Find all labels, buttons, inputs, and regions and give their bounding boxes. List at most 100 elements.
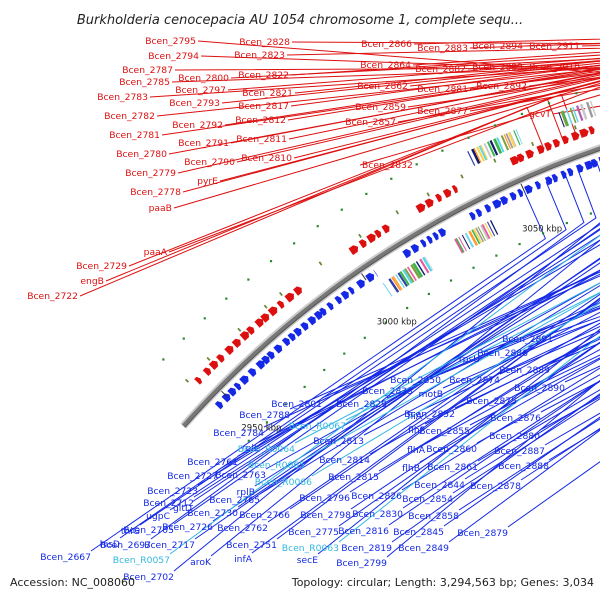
- forward-gene-label[interactable]: pyrE: [197, 176, 218, 187]
- reverse-gene-label[interactable]: motB: [419, 389, 443, 400]
- forward-gene-label[interactable]: Bcen_2797: [175, 85, 226, 96]
- reverse-gene-label[interactable]: Bcen_2858: [408, 511, 459, 522]
- reverse-gene-label[interactable]: Bcen_2784: [213, 428, 264, 439]
- reverse-gene-label[interactable]: Bcen_2723: [147, 486, 198, 497]
- forward-gene-label[interactable]: Bcen_2790: [184, 157, 235, 168]
- forward-gene-label[interactable]: engB: [80, 276, 104, 287]
- forward-gene-label[interactable]: Bcen_2729: [76, 261, 127, 272]
- rna-gene-label[interactable]: Bcen_R0066: [255, 477, 312, 488]
- forward-gene-label[interactable]: Bcen_2794: [148, 51, 199, 62]
- reverse-gene-label[interactable]: Bcen_2765: [209, 495, 260, 506]
- reverse-gene-label[interactable]: Bcen_2705: [123, 525, 174, 536]
- forward-gene-label[interactable]: Bcen_2783: [97, 92, 148, 103]
- reverse-gene-label[interactable]: Bcen_2889: [499, 365, 550, 376]
- reverse-gene-label[interactable]: Bcen_2730: [187, 508, 238, 519]
- reverse-gene-label[interactable]: Bcen_2814: [319, 455, 370, 466]
- reverse-gene-label[interactable]: rplB: [237, 487, 255, 498]
- reverse-gene-label[interactable]: Bcen_2766: [239, 510, 290, 521]
- reverse-gene-label[interactable]: Bcen_2717: [144, 540, 195, 551]
- forward-gene-label[interactable]: Bcen_2910: [529, 62, 580, 73]
- reverse-gene-label[interactable]: flhB: [402, 463, 420, 474]
- reverse-gene-label[interactable]: Bcen_2890: [514, 383, 565, 394]
- forward-gene-label[interactable]: Bcen_2782: [104, 111, 155, 122]
- reverse-gene-label[interactable]: Bcen_2861: [427, 462, 478, 473]
- reverse-gene-label[interactable]: Bcen_2702: [123, 572, 174, 583]
- rna-gene-label[interactable]: Bcen_R0065: [248, 460, 305, 471]
- reverse-gene-label[interactable]: Bcen_2801: [271, 399, 322, 410]
- reverse-gene-label[interactable]: Bcen_2751: [226, 540, 277, 551]
- reverse-gene-label[interactable]: Bcen_2761: [187, 457, 238, 468]
- forward-gene-label[interactable]: Bcen_2894: [472, 41, 523, 52]
- reverse-gene-label[interactable]: Bcen_2727: [167, 471, 218, 482]
- reverse-gene-label[interactable]: infA: [234, 554, 253, 565]
- reverse-gene-label[interactable]: Bcen_2826: [351, 491, 402, 502]
- forward-gene-label[interactable]: Bcen_2781: [109, 130, 160, 141]
- reverse-gene-label[interactable]: Bcen_2816: [338, 526, 389, 537]
- reverse-gene-label[interactable]: Bcen_2876: [490, 413, 541, 424]
- forward-gene-label[interactable]: Bcen_2800: [178, 73, 229, 84]
- reverse-gene-label[interactable]: ugpC: [146, 511, 170, 522]
- reverse-gene-label[interactable]: Bcen_2878: [470, 481, 521, 492]
- forward-gene-label[interactable]: Bcen_2785: [119, 77, 170, 88]
- reverse-gene-label[interactable]: aroK: [190, 557, 212, 568]
- rna-gene-label[interactable]: Bcen_R0063: [282, 543, 339, 554]
- reverse-gene-label[interactable]: Bcen_2844: [414, 480, 465, 491]
- forward-gene-label[interactable]: Bcen_2787: [122, 65, 173, 76]
- reverse-gene-label[interactable]: rplL: [242, 443, 260, 454]
- forward-gene-label[interactable]: Bcen_2810: [241, 153, 292, 164]
- reverse-gene-label[interactable]: thiG: [121, 526, 140, 537]
- reverse-gene-label[interactable]: Bcen_2788: [239, 410, 290, 421]
- reverse-gene-label[interactable]: Bcen_2849: [398, 543, 449, 554]
- forward-gene-label[interactable]: gcvT: [529, 109, 551, 120]
- reverse-gene-label[interactable]: Bcen_2813: [313, 436, 364, 447]
- forward-gene-label[interactable]: Bcen_2857: [345, 117, 396, 128]
- reverse-gene-label[interactable]: Bcen_2799: [336, 558, 387, 569]
- reverse-gene-label[interactable]: Bcen_2891: [502, 334, 553, 345]
- forward-gene-label[interactable]: Bcen_2817: [238, 101, 289, 112]
- forward-gene-label[interactable]: Bcen_2877: [417, 106, 468, 117]
- forward-gene-label[interactable]: paaA: [144, 247, 168, 258]
- reverse-gene-label[interactable]: Bcen_2887: [494, 446, 545, 457]
- forward-gene-label[interactable]: Bcen_2862: [357, 81, 408, 92]
- reverse-gene-label[interactable]: gltD: [173, 503, 192, 514]
- forward-gene-label[interactable]: Bcen_2822: [238, 70, 289, 81]
- reverse-gene-label[interactable]: rpsU: [459, 354, 480, 365]
- forward-gene-label[interactable]: Bcen_2811: [236, 134, 287, 145]
- reverse-gene-label[interactable]: Bcen_2880: [489, 431, 540, 442]
- reverse-gene-label[interactable]: Bcen_2874: [449, 375, 500, 386]
- reverse-gene-label[interactable]: Bcen_2829: [336, 399, 387, 410]
- reverse-gene-label[interactable]: hisD: [100, 539, 120, 550]
- reverse-gene-label[interactable]: Bcen_2852: [404, 409, 455, 420]
- reverse-gene-label[interactable]: Bcen_2796: [299, 493, 350, 504]
- forward-gene-label[interactable]: Bcen_2779: [125, 168, 176, 179]
- forward-gene-label[interactable]: Bcen_2882: [415, 64, 466, 75]
- forward-gene-label[interactable]: Bcen_2832: [362, 160, 413, 171]
- reverse-gene-label[interactable]: Bcen_2860: [426, 444, 477, 455]
- forward-gene-label[interactable]: Bcen_2821: [242, 88, 293, 99]
- reverse-gene-label[interactable]: flhA: [407, 445, 426, 456]
- reverse-gene-label[interactable]: Bcen_2830: [352, 509, 403, 520]
- reverse-gene-label[interactable]: Bcen_2697: [100, 540, 151, 551]
- reverse-gene-label[interactable]: Bcen_2855: [419, 426, 470, 437]
- forward-gene-label[interactable]: Bcen_2864: [360, 60, 411, 71]
- forward-gene-label[interactable]: Bcen_2911: [529, 41, 580, 52]
- reverse-gene-label[interactable]: flhF: [408, 425, 425, 436]
- forward-gene-label[interactable]: Bcen_2793: [169, 98, 220, 109]
- reverse-gene-label[interactable]: Bcen_2819: [341, 543, 392, 554]
- forward-gene-label[interactable]: Bcen_2859: [355, 102, 406, 113]
- reverse-gene-label[interactable]: Bcen_2815: [328, 472, 379, 483]
- forward-gene-label[interactable]: Bcen_2795: [145, 36, 196, 47]
- reverse-gene-label[interactable]: Bcen_2888: [498, 461, 549, 472]
- forward-gene-label[interactable]: paaB: [149, 203, 172, 214]
- forward-gene-label[interactable]: Bcen_2812: [235, 115, 286, 126]
- reverse-gene-label[interactable]: Bcen_2879: [457, 528, 508, 539]
- reverse-gene-label[interactable]: Bcen_2875: [466, 396, 517, 407]
- reverse-gene-label[interactable]: Bcen_2775: [288, 527, 339, 538]
- reverse-gene-label[interactable]: Bcen_2886: [477, 348, 528, 359]
- reverse-gene-label[interactable]: Bcen_2845: [393, 527, 444, 538]
- reverse-gene-label[interactable]: secE: [297, 555, 318, 566]
- forward-gene-label[interactable]: Bcen_2792: [172, 120, 223, 131]
- reverse-gene-label[interactable]: Bcen_2798: [300, 510, 351, 521]
- reverse-gene-label[interactable]: fliA: [407, 411, 422, 422]
- rna-gene-label[interactable]: Bcen_R0057: [113, 555, 170, 566]
